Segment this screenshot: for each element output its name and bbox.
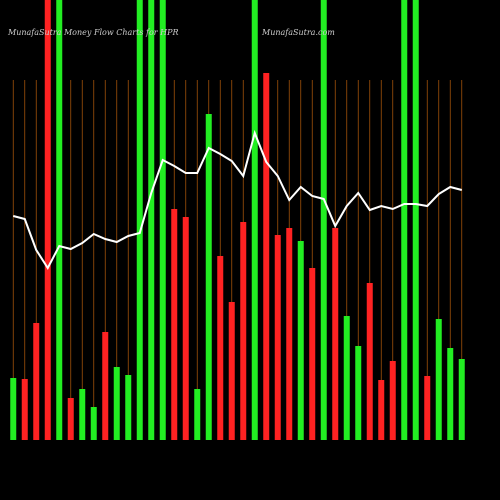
- bar: [125, 375, 132, 440]
- bar: [447, 348, 454, 440]
- money-flow-line: [12, 129, 463, 270]
- bar: [113, 367, 120, 440]
- bar: [44, 0, 51, 440]
- bar: [159, 0, 166, 440]
- bar: [343, 316, 350, 440]
- bar: [355, 346, 362, 440]
- bar: [332, 228, 339, 440]
- bar: [297, 241, 304, 440]
- bar: [67, 398, 74, 440]
- bar: [228, 302, 235, 440]
- bar: [309, 268, 316, 440]
- bar: [136, 0, 143, 440]
- chart-subtitle: MunafaSutra.com: [261, 28, 335, 37]
- bars: [10, 0, 465, 440]
- bar: [90, 407, 97, 440]
- bar: [102, 332, 109, 440]
- bar: [10, 378, 17, 440]
- bar: [182, 217, 189, 440]
- bar: [378, 380, 385, 440]
- bar: [389, 361, 396, 440]
- bar: [21, 379, 28, 440]
- bar: [33, 323, 40, 440]
- bar: [56, 0, 63, 440]
- bar: [458, 359, 465, 440]
- bar: [366, 283, 373, 440]
- bar: [194, 389, 201, 440]
- bar: [171, 209, 178, 440]
- bar: [401, 0, 408, 440]
- bar: [435, 319, 442, 440]
- bar: [217, 256, 224, 440]
- bar: [274, 235, 281, 440]
- bar: [240, 222, 247, 440]
- bar: [320, 0, 327, 440]
- bar: [263, 73, 270, 440]
- bar: [79, 389, 86, 440]
- bar: [412, 0, 419, 440]
- bar: [424, 376, 431, 440]
- bar: [205, 114, 212, 440]
- bar: [148, 0, 155, 440]
- bar: [286, 228, 293, 440]
- bar: [251, 0, 258, 440]
- chart-title: MunafaSutra Money Flow Charts for HPR: [7, 28, 179, 37]
